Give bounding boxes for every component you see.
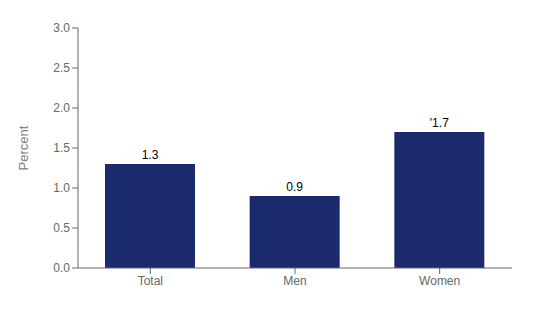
- svg-text:2.0: 2.0: [53, 101, 70, 115]
- svg-text:Total: Total: [138, 274, 163, 288]
- svg-text:'1.7: '1.7: [430, 116, 449, 130]
- svg-text:0.5: 0.5: [53, 221, 70, 235]
- svg-text:Percent: Percent: [16, 125, 31, 170]
- svg-text:3.0: 3.0: [53, 21, 70, 35]
- svg-text:1.0: 1.0: [53, 181, 70, 195]
- svg-text:Men: Men: [283, 274, 306, 288]
- svg-text:1.3: 1.3: [142, 148, 159, 162]
- svg-text:0.0: 0.0: [53, 261, 70, 275]
- svg-text:Women: Women: [419, 274, 460, 288]
- svg-text:0.9: 0.9: [286, 180, 303, 194]
- svg-text:1.5: 1.5: [53, 141, 70, 155]
- svg-text:2.5: 2.5: [53, 61, 70, 75]
